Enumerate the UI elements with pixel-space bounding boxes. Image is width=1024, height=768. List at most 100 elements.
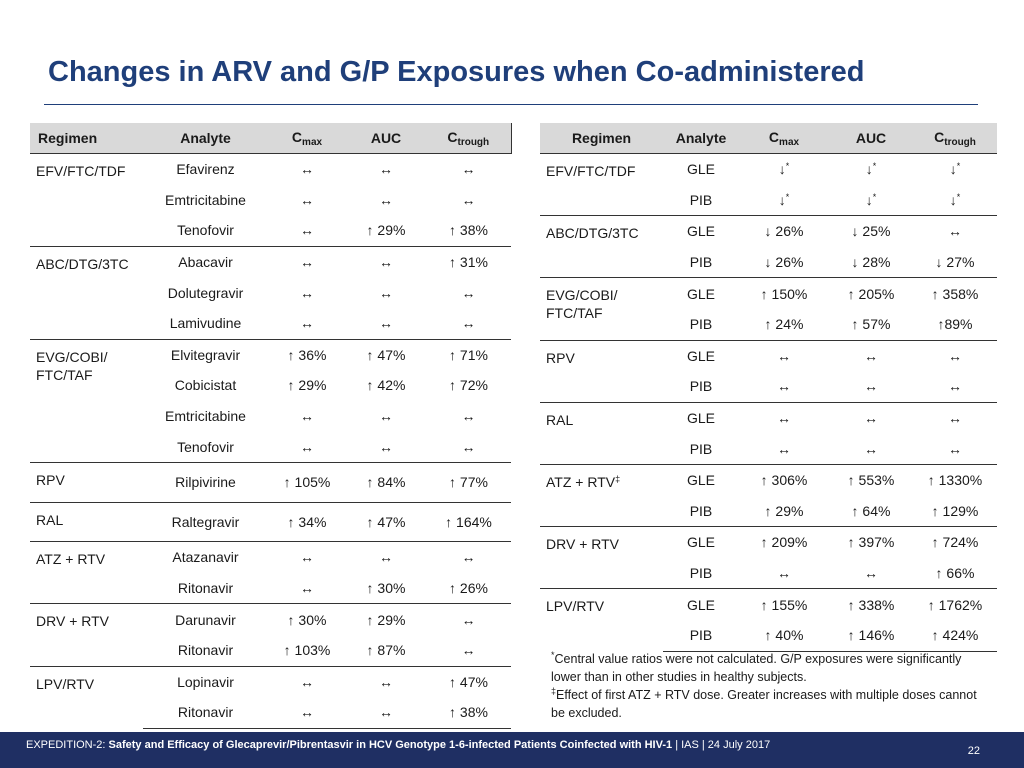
footer-citation: EXPEDITION-2: Safety and Efficacy of Gle… (26, 739, 771, 751)
right-auc-cell: ↑ 397% (829, 526, 913, 558)
left-ctrough-cell: ↔ (461, 315, 476, 332)
right-analyte-cell: GLE (663, 401, 739, 434)
right-regimen-cell: DRV + RTV (540, 526, 663, 589)
right-analyte-cell: PIB (689, 191, 713, 208)
left-table-row: ATZ + RTV Atazanavir ↔ ↔ ↔ (30, 541, 511, 604)
left-regimen-cell: EFV/FTC/TDF (36, 163, 126, 179)
right-analyte-cell: PIB (689, 502, 713, 519)
left-analyte-cell: Tenofovir (177, 222, 234, 239)
left-auc-cell: ↑ 47% (346, 501, 426, 542)
left-auc-cell: ↔ (379, 438, 393, 455)
left-cmax-cell: ↔ (268, 665, 346, 698)
right-cmax-cell: ↓* (778, 161, 790, 178)
left-auc-cell: ↑ 84% (346, 461, 426, 503)
right-header-cmax: Cmax (739, 123, 829, 154)
left-auc-cell: ↑ 47% (346, 338, 426, 371)
left-cmax-cell: ↔ (300, 161, 314, 178)
right-cmax-cell: ↑ 209% (739, 526, 829, 558)
page-title: Changes in ARV and G/P Exposures when Co… (48, 56, 865, 88)
right-table-row: PIB ↑ 40% ↑ 146% ↑ 424% (540, 619, 997, 652)
right-ctrough-cell: ↑ 424% (913, 619, 997, 652)
right-regimen-cell: RPV (540, 339, 663, 403)
left-table-row: Dolutegravir ↔ ↔ ↔ (30, 277, 511, 308)
right-table-row: PIB ↔ ↔ ↔ (540, 433, 997, 464)
left-table-header: Regimen Analyte Cmax AUC Ctrough (30, 123, 512, 154)
left-regimen-cell: RPV (30, 461, 143, 503)
left-analyte-cell: Rilpivirine (143, 461, 268, 503)
left-table-row: Ritonavir ↔ ↑ 30% ↑ 26% (30, 573, 511, 604)
left-analyte-cell: Darunavir (143, 603, 268, 635)
right-header-auc: AUC (829, 123, 913, 154)
right-header-analyte: Analyte (663, 123, 739, 154)
left-table-row: RPV Rilpivirine ↑ 105% ↑ 84% ↑ 77% (30, 461, 511, 503)
right-analyte-cell: GLE (686, 161, 715, 178)
right-regimen-cell: EFV/FTC/TDF (546, 163, 636, 179)
left-analyte-cell: Atazanavir (143, 541, 268, 573)
left-interaction-table: Regimen Analyte Cmax AUC Ctrough EFV/FTC… (30, 123, 512, 729)
left-ctrough-cell: ↑ 71% (426, 338, 511, 371)
right-ctrough-cell: ↑89% (937, 316, 973, 333)
left-ctrough-cell: ↑ 77% (426, 461, 511, 503)
right-cmax-cell: ↔ (777, 440, 791, 457)
right-ctrough-cell: ↔ (913, 339, 997, 372)
right-table-row: ABC/DTG/3TC GLE ↓ 26% ↓ 25% ↔ (540, 215, 997, 278)
left-ctrough-cell: ↑ 38% (449, 222, 488, 239)
left-auc-cell: ↔ (379, 315, 393, 332)
right-table-row: RPV GLE ↔ ↔ ↔ (540, 339, 997, 403)
left-auc-cell: ↑ 87% (366, 642, 406, 659)
right-auc-cell: ↑ 64% (851, 502, 891, 519)
left-cmax-cell: ↑ 105% (268, 461, 346, 503)
right-table-row: LPV/RTV GLE ↑ 155% ↑ 338% ↑ 1762% (540, 588, 997, 651)
left-table-row: ABC/DTG/3TC Abacavir ↔ ↔ ↑ 31% (30, 245, 511, 340)
right-regimen-cell: EVG/COBI/ FTC/TAF (540, 277, 663, 341)
right-ctrough-cell: ↔ (948, 378, 962, 395)
left-header-ctrough: Ctrough (426, 123, 512, 154)
right-table-row: DRV + RTV GLE ↑ 209% ↑ 397% ↑ 724% (540, 526, 997, 589)
right-auc-cell: ↑ 205% (829, 277, 913, 309)
right-auc-cell: ↔ (864, 440, 878, 457)
right-analyte-cell: PIB (663, 619, 739, 652)
right-auc-cell: ↔ (829, 401, 913, 434)
left-ctrough-cell: ↑ 31% (426, 245, 511, 278)
right-analyte-cell: GLE (663, 463, 739, 496)
left-analyte-cell: Emtricitabine (165, 408, 246, 425)
right-auc-cell: ↓* (865, 191, 877, 208)
right-auc-cell: ↑ 338% (829, 588, 913, 620)
left-auc-cell: ↑ 29% (366, 222, 406, 239)
right-table-row: PIB ↑ 29% ↑ 64% ↑ 129% (540, 496, 997, 527)
left-auc-cell: ↔ (346, 665, 426, 698)
right-interaction-table: Regimen Analyte Cmax AUC Ctrough EFV/FTC… (540, 123, 997, 652)
left-analyte-cell: Ritonavir (143, 697, 268, 729)
right-ctrough-cell: ↓* (949, 191, 961, 208)
left-auc-cell: ↔ (379, 284, 393, 301)
left-header-auc: AUC (346, 123, 426, 154)
right-cmax-cell: ↔ (739, 401, 829, 434)
left-cmax-cell: ↔ (300, 438, 314, 455)
right-header-ctrough: Ctrough (913, 123, 997, 154)
right-analyte-cell: PIB (689, 316, 713, 333)
right-ctrough-cell: ↔ (913, 215, 997, 247)
right-auc-cell: ↔ (864, 378, 878, 395)
left-auc-cell: ↔ (346, 245, 426, 278)
right-table-row: PIB ↔ ↔ ↑ 66% (540, 558, 997, 589)
right-cmax-cell: ↔ (777, 378, 791, 395)
right-ctrough-cell: ↑ 1762% (913, 588, 997, 620)
right-cmax-cell: ↑ 29% (764, 502, 804, 519)
left-auc-cell: ↔ (379, 191, 393, 208)
left-cmax-cell: ↔ (300, 315, 314, 332)
right-ctrough-cell: ↑ 129% (931, 502, 979, 519)
footnotes: *Central value ratios were not calculate… (551, 650, 991, 722)
left-ctrough-cell: ↔ (461, 438, 476, 455)
right-ctrough-cell: ↓* (949, 161, 961, 178)
left-auc-cell: ↔ (346, 541, 426, 573)
left-auc-cell: ↔ (379, 161, 393, 178)
right-analyte-cell: GLE (663, 277, 739, 309)
left-table-row: Cobicistat ↑ 29% ↑ 42% ↑ 72% (30, 370, 511, 401)
right-ctrough-cell: ↔ (913, 401, 997, 434)
left-table-row: Tenofovir ↔ ↑ 29% ↑ 38% (30, 215, 511, 246)
right-auc-cell: ↑ 57% (851, 316, 891, 333)
left-cmax-cell: ↑ 36% (268, 338, 346, 371)
right-analyte-cell: GLE (663, 526, 739, 558)
right-regimen-cell: RAL (540, 401, 663, 465)
right-analyte-cell: GLE (663, 339, 739, 372)
